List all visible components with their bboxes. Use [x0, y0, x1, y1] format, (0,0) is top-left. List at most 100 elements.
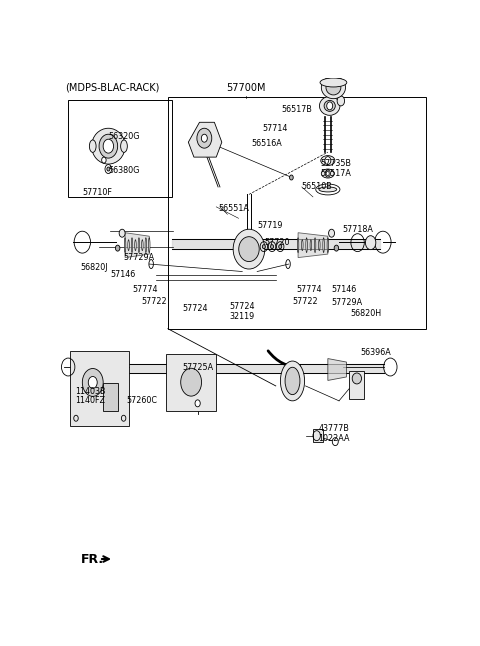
Text: 57146: 57146 — [332, 286, 357, 295]
Ellipse shape — [319, 187, 337, 192]
Ellipse shape — [120, 140, 127, 152]
Circle shape — [365, 236, 376, 249]
Text: 57735B: 57735B — [321, 158, 351, 167]
Bar — [166, 353, 216, 411]
Ellipse shape — [319, 240, 320, 251]
FancyArrowPatch shape — [102, 556, 109, 562]
Circle shape — [279, 245, 282, 249]
Text: 1022AA: 1022AA — [319, 433, 350, 443]
Text: 56320G: 56320G — [108, 132, 140, 141]
Circle shape — [88, 377, 97, 388]
Text: 57724: 57724 — [183, 304, 208, 313]
Circle shape — [105, 165, 112, 174]
Ellipse shape — [138, 238, 140, 253]
Text: 56820H: 56820H — [350, 309, 381, 318]
Bar — [71, 351, 129, 426]
Circle shape — [325, 170, 330, 177]
Circle shape — [119, 229, 125, 237]
Text: 56551A: 56551A — [218, 204, 249, 213]
Text: 57722: 57722 — [141, 297, 167, 306]
Circle shape — [202, 134, 207, 142]
Text: 56517A: 56517A — [321, 169, 351, 178]
Circle shape — [337, 96, 345, 106]
Ellipse shape — [321, 76, 346, 99]
Text: 32119: 32119 — [229, 312, 254, 321]
Text: 56516A: 56516A — [252, 139, 282, 148]
Ellipse shape — [142, 240, 143, 251]
Ellipse shape — [306, 238, 307, 253]
Text: 57146: 57146 — [110, 269, 135, 278]
Circle shape — [325, 156, 331, 165]
Ellipse shape — [310, 240, 312, 251]
Text: 43777B: 43777B — [319, 424, 349, 433]
Circle shape — [197, 129, 212, 148]
Ellipse shape — [326, 80, 341, 95]
Text: 56380G: 56380G — [108, 166, 140, 175]
Polygon shape — [298, 233, 328, 258]
Text: 57714: 57714 — [263, 124, 288, 133]
Ellipse shape — [131, 238, 133, 253]
Text: 57725A: 57725A — [183, 362, 214, 371]
Text: 57719: 57719 — [257, 221, 283, 230]
Bar — [68, 100, 171, 197]
FancyArrowPatch shape — [268, 351, 300, 370]
Text: 57700M: 57700M — [226, 83, 266, 94]
Ellipse shape — [99, 134, 118, 158]
Circle shape — [334, 245, 338, 251]
Ellipse shape — [321, 169, 335, 178]
Circle shape — [271, 245, 274, 249]
Text: 57718A: 57718A — [343, 225, 373, 234]
Ellipse shape — [320, 78, 347, 87]
Circle shape — [289, 175, 293, 180]
Text: 57722: 57722 — [292, 297, 318, 306]
Ellipse shape — [239, 236, 259, 262]
Text: 1140FZ: 1140FZ — [75, 397, 105, 405]
Ellipse shape — [324, 100, 335, 111]
Circle shape — [107, 167, 110, 171]
Circle shape — [327, 102, 333, 110]
Text: 11403B: 11403B — [75, 388, 106, 397]
Ellipse shape — [128, 240, 129, 251]
Text: 57774: 57774 — [296, 286, 322, 295]
Circle shape — [83, 368, 103, 397]
Ellipse shape — [352, 373, 361, 384]
Polygon shape — [125, 233, 149, 258]
Text: 57729A: 57729A — [123, 253, 155, 262]
Ellipse shape — [135, 240, 136, 251]
Text: 56396A: 56396A — [360, 348, 391, 357]
Bar — [103, 384, 118, 411]
Text: 57724: 57724 — [229, 302, 255, 311]
Ellipse shape — [321, 156, 335, 165]
Ellipse shape — [148, 238, 150, 253]
Circle shape — [102, 157, 106, 163]
Circle shape — [329, 229, 335, 237]
Bar — [168, 98, 426, 329]
Ellipse shape — [233, 229, 265, 269]
Ellipse shape — [89, 140, 96, 152]
Circle shape — [103, 139, 114, 153]
Ellipse shape — [323, 238, 324, 253]
Text: 57710F: 57710F — [83, 189, 112, 198]
Ellipse shape — [280, 361, 305, 401]
Text: 56517B: 56517B — [281, 105, 312, 114]
Text: (MDPS-BLAC-RACK): (MDPS-BLAC-RACK) — [66, 83, 160, 92]
Text: 57729A: 57729A — [332, 298, 363, 307]
Ellipse shape — [320, 96, 340, 116]
Ellipse shape — [124, 238, 126, 253]
Circle shape — [115, 245, 120, 251]
Text: FR.: FR. — [81, 552, 104, 565]
Text: 56510B: 56510B — [302, 182, 333, 191]
Bar — [313, 429, 324, 442]
Text: 57720: 57720 — [264, 238, 290, 247]
Polygon shape — [328, 359, 347, 380]
Circle shape — [180, 368, 202, 396]
Text: 57260C: 57260C — [126, 397, 157, 405]
Bar — [349, 371, 364, 399]
Ellipse shape — [314, 238, 316, 253]
Circle shape — [263, 245, 265, 249]
Ellipse shape — [327, 238, 329, 253]
Ellipse shape — [297, 238, 299, 253]
Ellipse shape — [301, 240, 303, 251]
Text: 57774: 57774 — [132, 286, 158, 295]
Polygon shape — [188, 122, 222, 157]
